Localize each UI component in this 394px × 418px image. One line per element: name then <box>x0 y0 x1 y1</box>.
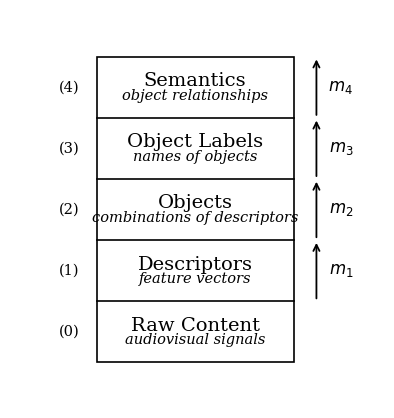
Text: Descriptors: Descriptors <box>138 255 253 273</box>
Text: combinations of descriptors: combinations of descriptors <box>92 211 298 225</box>
Text: Semantics: Semantics <box>144 72 246 90</box>
Text: Raw Content: Raw Content <box>130 317 260 335</box>
Text: (4): (4) <box>59 80 80 94</box>
Text: names of objects: names of objects <box>133 150 257 164</box>
Text: audiovisual signals: audiovisual signals <box>125 333 265 347</box>
Text: Objects: Objects <box>158 194 232 212</box>
Text: $m_3$: $m_3$ <box>329 140 353 157</box>
Text: Object Labels: Object Labels <box>127 133 263 151</box>
Bar <box>97 56 294 362</box>
Text: $m_4$: $m_4$ <box>329 79 353 96</box>
Text: (1): (1) <box>59 264 79 278</box>
Text: (2): (2) <box>59 202 80 217</box>
Text: feature vectors: feature vectors <box>139 272 251 286</box>
Text: object relationships: object relationships <box>122 89 268 103</box>
Text: $m_2$: $m_2$ <box>329 201 353 218</box>
Text: (3): (3) <box>59 141 80 155</box>
Text: (0): (0) <box>59 325 80 339</box>
Text: $m_1$: $m_1$ <box>329 262 353 279</box>
